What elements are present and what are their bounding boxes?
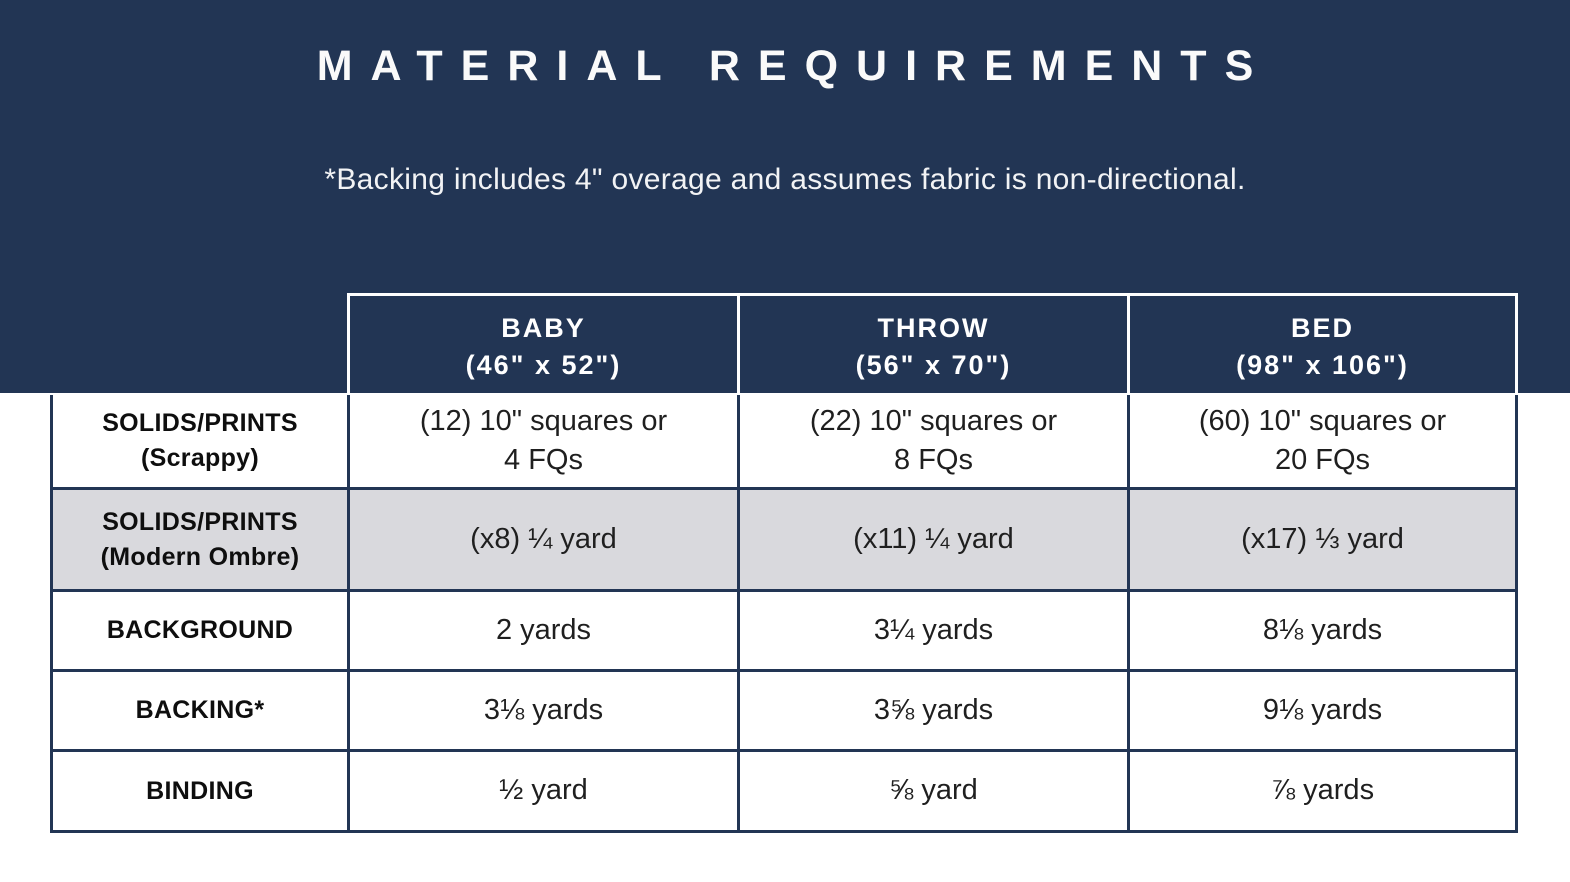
column-name: BED (1290, 312, 1354, 343)
cell-value-line: ½ yard (499, 774, 588, 807)
column-size: (98" x 106") (1236, 350, 1409, 381)
cell-value-line: (22) 10" squares or (809, 404, 1058, 437)
backing-note: *Backing includes 4" overage and assumes… (324, 163, 1246, 196)
cell-value-line: 3⅝ yards (873, 693, 994, 726)
cell-value-line: ⅝ yard (889, 774, 978, 807)
cell-backing-bed: 9⅛ yards (1127, 672, 1518, 752)
cell-value-line: (x17) ⅓ yard (1241, 522, 1404, 555)
cell-value-line: 3⅛ yards (483, 693, 604, 726)
cell-value-line: 2 yards (495, 613, 592, 646)
row-label-solids-modern-ombre: SOLIDS/PRINTS (Modern Ombre) (50, 490, 347, 592)
cell-value-line: 4 FQs (504, 444, 583, 476)
cell-scrappy-throw: (22) 10" squares or 8 FQs (737, 395, 1127, 490)
cell-value-line: 8⅛ yards (1262, 613, 1383, 646)
row-label-binding: BINDING (50, 752, 347, 833)
row-label-text: SOLIDS/PRINTS (102, 507, 298, 536)
row-sublabel-text: (Scrappy) (140, 444, 259, 472)
row-label-background: BACKGROUND (50, 592, 347, 672)
cell-ombre-baby: (x8) ¼ yard (347, 490, 737, 592)
cell-value-line: (x8) ¼ yard (470, 522, 617, 555)
cell-binding-throw: ⅝ yard (737, 752, 1127, 833)
row-label-text: BACKGROUND (106, 616, 294, 644)
column-name: BABY (501, 312, 586, 343)
cell-value-line: 8 FQs (894, 444, 973, 476)
cell-background-bed: 8⅛ yards (1127, 592, 1518, 672)
cell-background-throw: 3¼ yards (737, 592, 1127, 672)
row-sublabel-text: (Modern Ombre) (100, 542, 300, 571)
cell-backing-baby: 3⅛ yards (347, 672, 737, 752)
row-label-solids-scrappy: SOLIDS/PRINTS (Scrappy) (50, 395, 347, 490)
column-size: (56" x 70") (855, 350, 1012, 381)
cell-value-line: (60) 10" squares or (1198, 404, 1447, 437)
row-label-backing: BACKING* (50, 672, 347, 752)
row-label-text: BINDING (146, 776, 254, 805)
cell-background-baby: 2 yards (347, 592, 737, 672)
cell-value-line: 20 FQs (1274, 444, 1371, 476)
cell-value-line: 3¼ yards (873, 613, 994, 646)
row-label-text: SOLIDS/PRINTS (102, 409, 298, 437)
cell-scrappy-baby: (12) 10" squares or 4 FQs (347, 395, 737, 490)
cell-binding-baby: ½ yard (347, 752, 737, 833)
cell-value-line: (12) 10" squares or (419, 404, 668, 437)
column-header-baby: BABY (46" x 52") (347, 293, 737, 395)
cell-backing-throw: 3⅝ yards (737, 672, 1127, 752)
row-label-text: BACKING* (135, 696, 265, 724)
column-header-throw: THROW (56" x 70") (737, 293, 1127, 395)
header-banner: MATERIAL REQUIREMENTS *Backing includes … (0, 0, 1570, 393)
cell-ombre-throw: (x11) ¼ yard (737, 490, 1127, 592)
material-requirements-table: BABY (46" x 52") THROW (56" x 70") BED (… (50, 293, 1518, 833)
column-header-bed: BED (98" x 106") (1127, 293, 1518, 395)
cell-value-line: (x11) ¼ yard (853, 522, 1014, 555)
column-name: THROW (877, 312, 990, 343)
cell-value-line: ⅞ yards (1270, 774, 1375, 807)
cell-scrappy-bed: (60) 10" squares or 20 FQs (1127, 395, 1518, 490)
cell-binding-bed: ⅞ yards (1127, 752, 1518, 833)
cell-value-line: 9⅛ yards (1262, 693, 1383, 726)
cell-ombre-bed: (x17) ⅓ yard (1127, 490, 1518, 592)
page-title: MATERIAL REQUIREMENTS (316, 42, 1272, 90)
column-size: (46" x 52") (465, 350, 622, 381)
table-corner-cell (50, 293, 347, 395)
